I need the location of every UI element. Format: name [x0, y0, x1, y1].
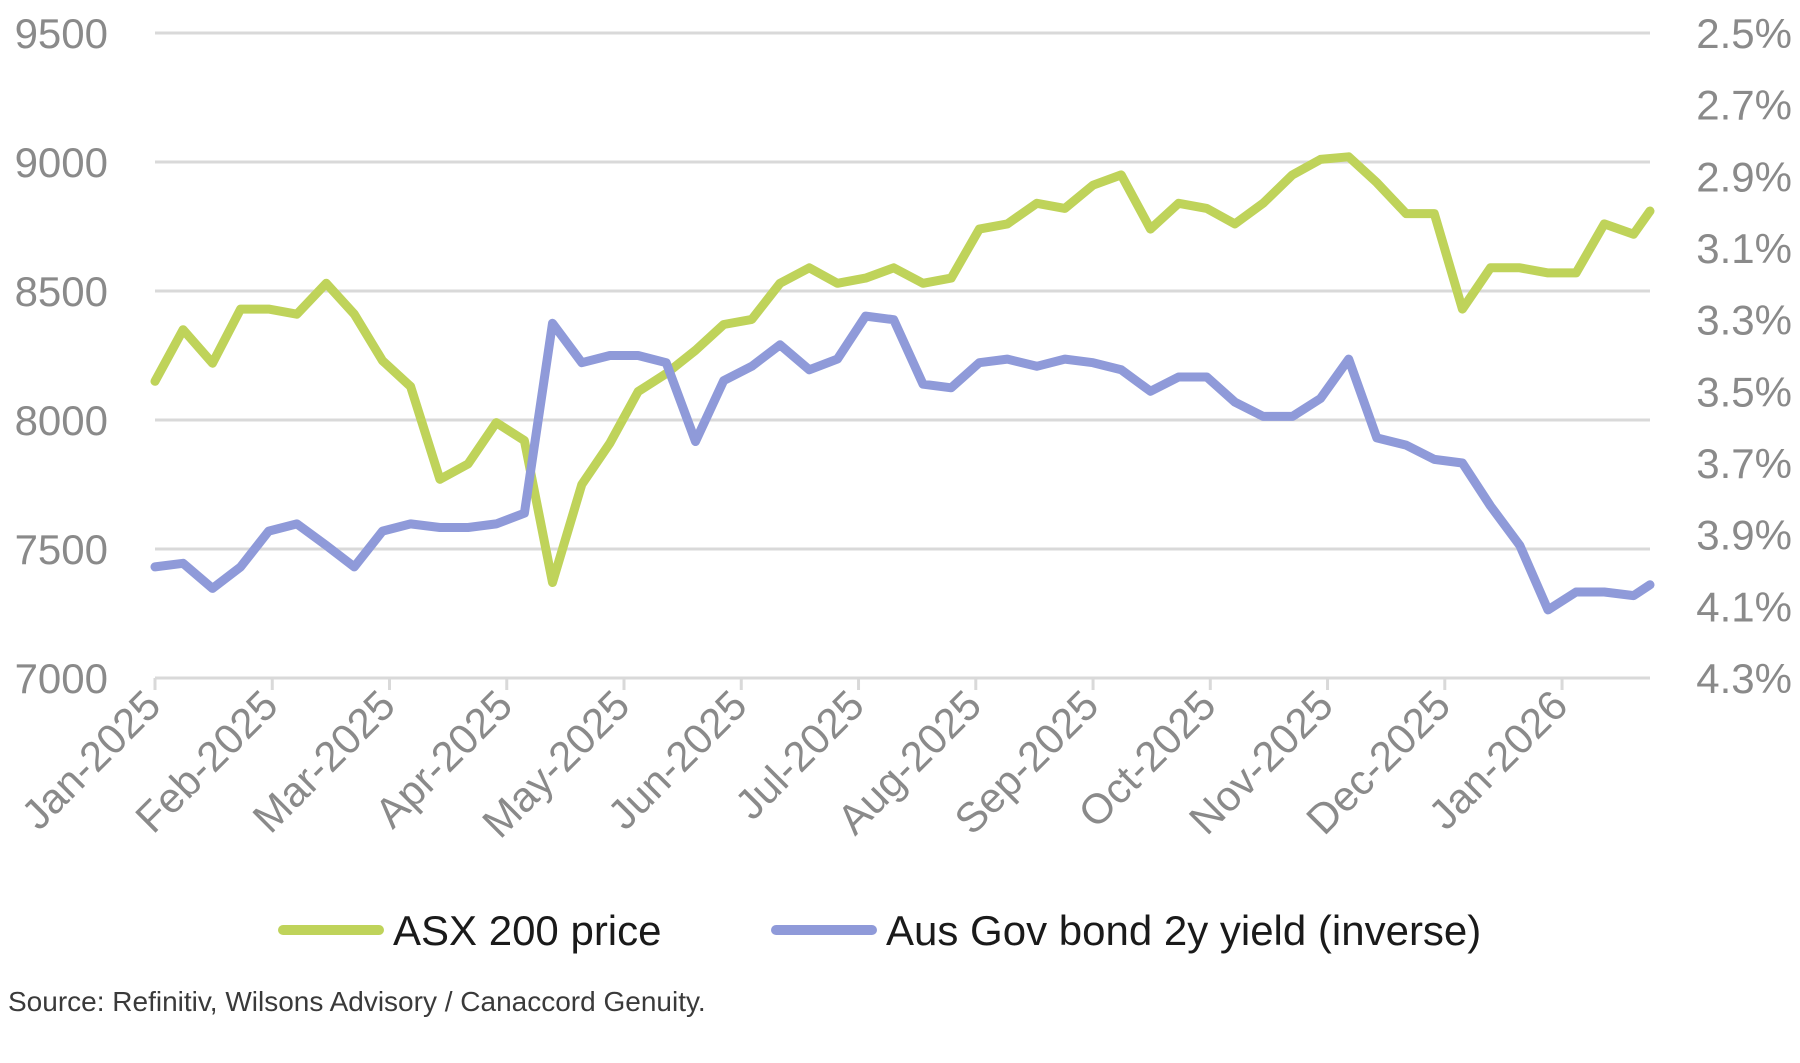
series-line-asx200 [150, 152, 1655, 587]
legend-label-asx200: ASX 200 price [393, 907, 662, 954]
left-tick-label: 9500 [15, 10, 108, 57]
x-axis [153, 676, 1650, 690]
right-tick-label: 3.1% [1696, 225, 1792, 272]
right-tick-label: 4.3% [1696, 655, 1792, 702]
series-line-bond-yield [150, 311, 1655, 615]
legend-label-bond-yield: Aus Gov bond 2y yield (inverse) [886, 907, 1481, 954]
left-tick-label: 8500 [15, 268, 108, 315]
right-tick-label: 3.7% [1696, 440, 1792, 487]
right-tick-label: 3.5% [1696, 368, 1792, 415]
legend: ASX 200 price Aus Gov bond 2y yield (inve… [278, 907, 1481, 954]
right-tick-label: 4.1% [1696, 583, 1792, 630]
left-tick-label: 7500 [15, 526, 108, 573]
right-tick-label: 2.5% [1696, 10, 1792, 57]
left-tick-label: 7000 [15, 655, 108, 702]
left-y-axis: 7000 7500 8000 8500 9000 9500 [15, 10, 108, 702]
left-tick-label: 8000 [15, 397, 108, 444]
right-tick-label: 2.9% [1696, 153, 1792, 200]
right-tick-label: 3.3% [1696, 297, 1792, 344]
right-tick-label: 2.7% [1696, 82, 1792, 129]
right-tick-label: 3.9% [1696, 512, 1792, 559]
series-lines [150, 152, 1655, 615]
left-tick-label: 9000 [15, 139, 108, 186]
source-note: Source: Refinitiv, Wilsons Advisory / Ca… [8, 986, 706, 1017]
x-axis-tick-labels: Jan-2025Feb-2025Mar-2025Apr-2025May-2025… [12, 681, 1576, 846]
gridlines [155, 31, 1650, 551]
right-y-axis: 2.5% 2.7% 2.9% 3.1% 3.3% 3.5% 3.7% 3.9% 4.1% 4.3% [1696, 10, 1792, 702]
